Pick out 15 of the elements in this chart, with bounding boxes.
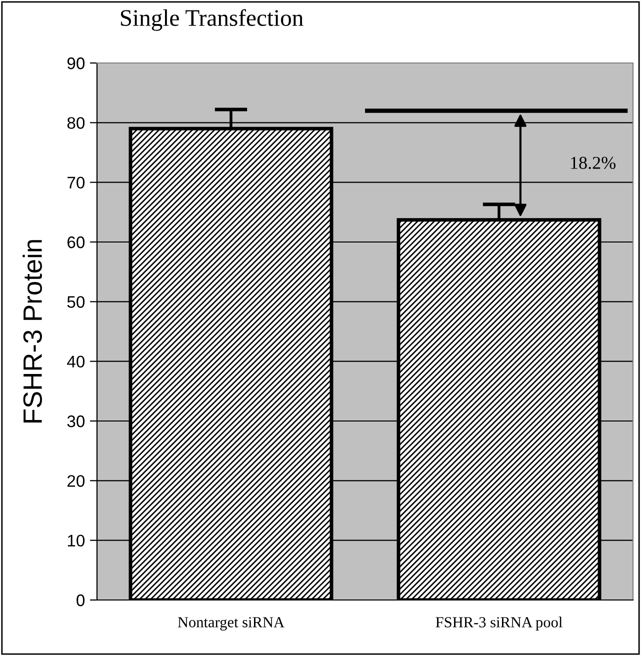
y-tick-label: 0 [76, 594, 85, 606]
y-axis-title: FSHR-3 Protein [22, 240, 42, 422]
y-tick-label: 50 [67, 296, 85, 308]
y-tick-label: 90 [67, 57, 85, 70]
y-tick-label: 30 [67, 415, 85, 428]
annotation: 18.2% [571, 156, 616, 170]
x-tick-label: Nontarget siRNA [178, 617, 284, 631]
x-tick-label: FSHR-3 siRNA pool [436, 616, 562, 631]
y-tick-label: 20 [67, 475, 85, 487]
chart-title: Single Transfection [120, 9, 304, 31]
y-tick-label: 60 [68, 236, 85, 248]
y-tick-label: 10 [68, 534, 85, 547]
y-tick-label: 40 [67, 356, 85, 368]
y-tick-label: 70 [68, 176, 85, 189]
y-tick-label: 80 [67, 117, 85, 129]
